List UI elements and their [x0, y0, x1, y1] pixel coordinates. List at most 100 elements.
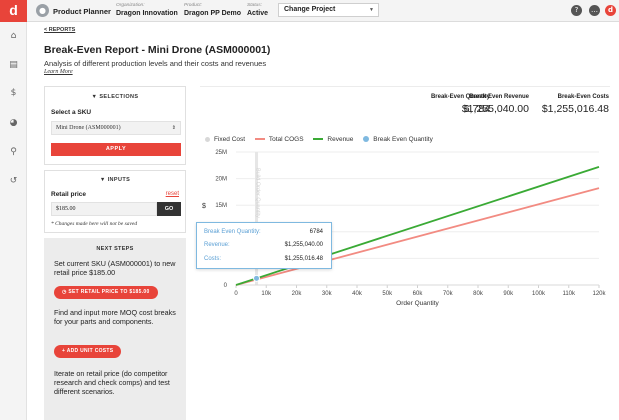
page-title: Break-Even Report - Mini Drone (ASM00000…	[44, 44, 271, 56]
retail-price-label: Retail price	[51, 191, 87, 198]
break-even-revenue-label: Break-Even Revenue	[469, 94, 529, 100]
break-even-costs-value: $1,255,016.48	[541, 103, 609, 115]
clock-icon: ◷	[62, 289, 67, 295]
left-rail: d ⌂ ▤ $ ◕ ⚲ ↺	[0, 0, 27, 420]
x-tick-label: 30k	[322, 291, 333, 297]
y-tick-label: 15M	[215, 203, 227, 209]
dollar-icon[interactable]: $	[10, 88, 17, 98]
divider	[200, 86, 610, 87]
user-avatar[interactable]: ●	[36, 4, 49, 17]
reset-link[interactable]: reset	[165, 191, 179, 197]
next-steps-panel: NEXT STEPS Set current SKU (ASM000001) t…	[44, 238, 186, 420]
y-tick-label: 25M	[215, 150, 227, 156]
legend-swatch	[205, 136, 210, 142]
legend-swatch	[363, 136, 370, 143]
x-tick-label: 50k	[382, 291, 393, 297]
legend-revenue[interactable]: Revenue	[313, 136, 353, 143]
legend-swatch	[313, 138, 324, 141]
x-tick-label: 20k	[292, 291, 303, 297]
tooltip-quantity-label: Break Even Quantity:	[204, 229, 261, 235]
legend-swatch	[254, 138, 265, 141]
selections-heading: ▼ SELECTIONS	[91, 94, 139, 100]
tooltip-revenue-row: Revenue: $1,255,040.00	[204, 242, 323, 248]
x-tick-label: 90k	[503, 291, 514, 297]
legend-total-cogs[interactable]: Total COGS	[254, 136, 304, 143]
y-axis-label: $	[202, 203, 206, 210]
status-meta: Status: Active	[247, 3, 268, 18]
chevron-down-icon: ▼	[91, 94, 98, 100]
history-icon[interactable]: ↺	[9, 176, 18, 186]
tooltip-revenue-value: $1,255,040.00	[284, 242, 323, 248]
product-value: Dragon PP Demo	[184, 10, 242, 17]
back-to-reports-link[interactable]: < REPORTS	[44, 27, 76, 33]
organization-value: Dragon Innovation	[116, 10, 178, 17]
break-even-costs-label: Break-Even Costs	[557, 94, 609, 100]
build-order-label: Build Order Quantity	[255, 168, 261, 218]
y-tick-label: 20M	[215, 177, 227, 183]
help-icon[interactable]: ?	[571, 5, 582, 16]
pie-chart-icon[interactable]: ◕	[9, 118, 18, 128]
sku-select-value: Mini Drone (ASM000001)	[56, 125, 121, 131]
break-even-point	[253, 274, 261, 282]
set-retail-price-button[interactable]: ◷ SET RETAIL PRICE TO $185.00	[54, 286, 158, 299]
next-steps-heading: NEXT STEPS	[96, 246, 134, 252]
next-step-1: Set current SKU (ASM000001) to new retai…	[54, 259, 176, 277]
product-label: Product:	[184, 3, 202, 8]
x-tick-label: 60k	[413, 291, 424, 297]
product-meta: Product: Dragon PP Demo	[184, 3, 241, 18]
chat-icon[interactable]: …	[589, 5, 600, 16]
retail-price-input[interactable]: $185.00	[51, 202, 157, 216]
break-even-revenue-stat: Break-Even Revenue $1,255,040.00	[462, 94, 529, 115]
status-label: Status:	[247, 3, 262, 8]
go-button[interactable]: GO	[157, 202, 181, 216]
chevron-down-icon: ▼	[99, 177, 106, 183]
x-axis-label: Order Quantity	[396, 300, 439, 307]
change-project-dropdown[interactable]: Change Project ▼	[278, 3, 379, 17]
sku-select[interactable]: Mini Drone (ASM000001) ⇕	[51, 121, 181, 135]
inputs-heading: ▼ INPUTS	[99, 177, 131, 183]
inbox-icon[interactable]: ▤	[9, 60, 18, 70]
x-tick-label: 110k	[562, 291, 576, 297]
page-subtitle: Analysis of different production levels …	[44, 59, 267, 68]
legend-fixed-cost[interactable]: Fixed Cost	[205, 136, 245, 143]
legend-break-even-quantity[interactable]: Break Even Quantity	[363, 136, 433, 143]
next-step-2: Find and input more MOQ cost breaks for …	[54, 308, 176, 326]
add-unit-costs-button[interactable]: + ADD UNIT COSTS	[54, 345, 122, 358]
chart-legend: Fixed Cost Total COGS Revenue Break Even…	[205, 136, 441, 143]
break-even-quantity-label: Break-Even Quantity	[430, 94, 490, 100]
break-even-quantity-value: 6,784	[463, 103, 490, 115]
tooltip-revenue-label: Revenue:	[204, 242, 230, 248]
x-tick-label: 10k	[261, 291, 272, 297]
learn-more-link[interactable]: Learn More	[44, 69, 73, 75]
logo[interactable]: d	[0, 0, 27, 22]
top-bar: ● Product Planner Organization: Dragon I…	[27, 0, 619, 22]
tooltip-quantity-row: Break Even Quantity: 6784	[204, 229, 323, 235]
x-tick-label: 0	[234, 291, 238, 297]
status-value: Active	[247, 10, 269, 17]
apply-button[interactable]: APPLY	[51, 143, 181, 156]
chevron-down-icon: ▼	[369, 7, 374, 13]
tooltip-quantity-value: 6784	[309, 229, 323, 235]
account-icon[interactable]: d	[605, 5, 616, 16]
sku-label: Select a SKU	[51, 109, 92, 116]
select-arrows-icon: ⇕	[171, 125, 176, 131]
x-tick-label: 120k	[592, 291, 606, 297]
inputs-panel: ▼ INPUTS Retail price reset $185.00 GO *…	[44, 170, 186, 233]
tooltip-costs-value: $1,255,016.48	[284, 256, 323, 262]
x-tick-label: 40k	[352, 291, 363, 297]
organization-meta: Organization: Dragon Innovation	[116, 3, 178, 18]
change-project-label: Change Project	[284, 6, 336, 13]
x-tick-label: 100k	[532, 291, 546, 297]
break-even-costs-stat: Break-Even Costs $1,255,016.48	[542, 94, 609, 115]
x-tick-label: 70k	[443, 291, 454, 297]
unsaved-note: * Changes made here will not be saved	[51, 221, 138, 227]
selections-panel: ▼ SELECTIONS Select a SKU Mini Drone (AS…	[44, 86, 186, 165]
search-icon[interactable]: ⚲	[10, 147, 17, 157]
break-even-revenue-value: $1,255,040.00	[461, 103, 529, 115]
next-step-3: Iterate on retail price (do competitor r…	[54, 369, 170, 396]
home-icon[interactable]: ⌂	[10, 31, 17, 41]
app-title: Product Planner	[53, 7, 111, 16]
tooltip-costs-label: Costs:	[204, 256, 222, 262]
x-tick-label: 80k	[473, 291, 484, 297]
break-even-quantity-stat: Break-Even Quantity 6,784	[431, 94, 490, 115]
